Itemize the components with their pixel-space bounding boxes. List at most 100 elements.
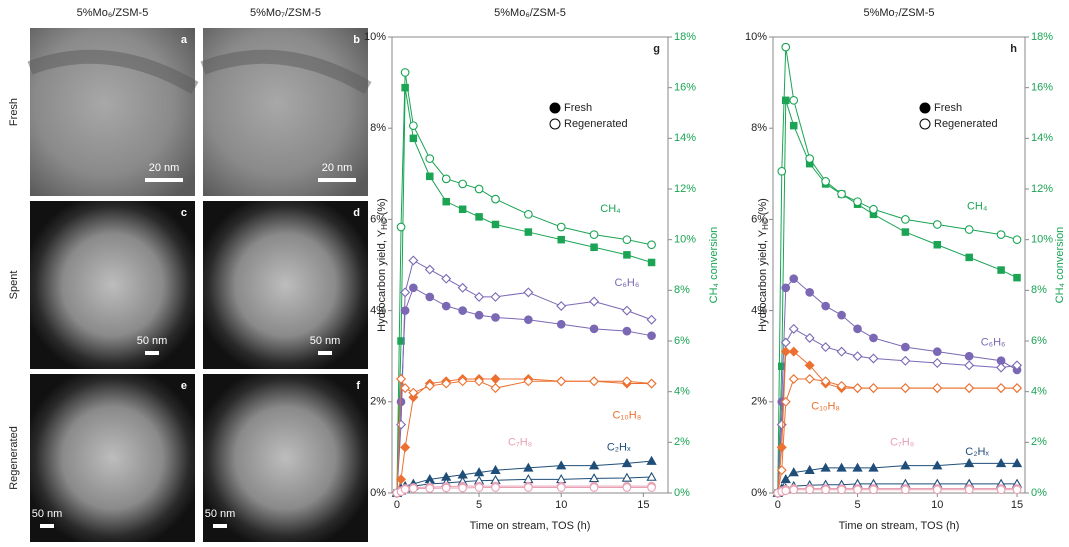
data-point: [869, 204, 878, 214]
data-point: [396, 397, 406, 407]
data-point: [556, 301, 567, 312]
data-point: [804, 464, 815, 474]
y2-tick-label: 0%: [1031, 487, 1047, 499]
series-label: C₂Hₓ: [965, 446, 989, 458]
y2-tick-label: 4%: [1031, 386, 1047, 398]
data-point: [932, 383, 943, 394]
data-point: [490, 464, 501, 474]
legend-marker: [549, 118, 561, 130]
x-tick-label: 15: [1011, 499, 1023, 511]
series-label: C₇H₈: [508, 437, 532, 449]
data-point: [820, 342, 831, 353]
data-point: [426, 172, 434, 181]
data-point: [836, 380, 847, 391]
y-tick-label: 6%: [751, 213, 767, 225]
data-point: [474, 376, 485, 387]
data-point: [475, 213, 483, 221]
micrograph: [203, 374, 368, 542]
data-point: [804, 374, 815, 384]
data-point: [788, 374, 799, 384]
y2-tick-label: 10%: [1031, 234, 1053, 246]
series-label: CH₄: [967, 201, 988, 213]
series-line: [396, 72, 652, 494]
data-point: [964, 360, 975, 371]
data-point: [900, 460, 911, 470]
data-point: [621, 458, 633, 468]
data-point: [408, 255, 419, 266]
scale-bar: [145, 178, 183, 182]
series-label: C₁₀H₈: [811, 400, 840, 412]
data-point: [777, 166, 787, 176]
data-point: [900, 383, 911, 394]
y-tick-label: 2%: [751, 396, 767, 408]
data-point: [457, 282, 468, 293]
panel-letter: f: [356, 380, 360, 392]
data-point: [789, 274, 799, 284]
y-label-sub: HC: [380, 218, 389, 230]
data-point: [474, 483, 484, 492]
y-label-sub: HC: [761, 218, 770, 230]
particle-edge: [27, 49, 199, 95]
scale-label: 20 nm: [149, 162, 180, 174]
data-point: [780, 474, 791, 484]
y2-tick-label: 12%: [1031, 183, 1053, 195]
row-label: Spent: [8, 271, 20, 300]
micrograph: [30, 201, 195, 369]
data-point: [556, 319, 566, 329]
data-point: [852, 383, 863, 394]
chart-title: 5%Mo₆/ZSM-5: [494, 7, 566, 19]
data-point: [589, 483, 599, 492]
series-label: CH₄: [600, 203, 621, 215]
data-point: [474, 310, 484, 320]
data-point: [524, 228, 533, 236]
y2-tick-label: 10%: [674, 234, 696, 246]
data-point: [588, 473, 600, 483]
scale-label: 50 nm: [137, 335, 168, 347]
data-point: [868, 462, 879, 472]
y-tick-label: 4%: [751, 305, 767, 317]
data-point: [853, 324, 862, 334]
y2-tick-label: 16%: [674, 82, 696, 94]
data-point: [901, 228, 910, 236]
data-point: [424, 380, 435, 391]
legend-marker: [549, 102, 561, 114]
series-line: [777, 277, 1018, 494]
data-point: [996, 362, 1007, 373]
data-point: [523, 462, 534, 472]
x-tick-label: 0: [775, 499, 781, 511]
data-point: [396, 222, 406, 232]
data-point: [409, 134, 418, 143]
y-axis-label: Hydrocarbon yield, YHC (%): [376, 198, 389, 332]
x-tick-label: 5: [854, 499, 860, 511]
data-point: [996, 230, 1006, 239]
data-point: [621, 472, 633, 482]
data-point: [589, 296, 600, 307]
data-point: [647, 258, 656, 267]
y-tick-label: 6%: [370, 213, 386, 225]
scale-bar: [145, 351, 159, 355]
x-tick-label: 0: [394, 499, 400, 511]
y2-tick-label: 0%: [674, 487, 690, 499]
data-point: [782, 96, 790, 105]
particle-edge: [200, 49, 372, 95]
scale-bar: [318, 351, 332, 355]
data-point: [400, 68, 410, 77]
data-point: [491, 313, 500, 322]
y-tick-label: 4%: [370, 305, 386, 317]
data-point: [901, 485, 910, 495]
scale-label: 50 nm: [310, 335, 341, 347]
data-point: [820, 462, 831, 472]
series-label: C₇H₈: [890, 437, 914, 449]
data-point: [490, 291, 501, 302]
data-point: [805, 154, 815, 163]
data-point: [868, 353, 879, 364]
data-point: [776, 442, 787, 453]
data-point: [788, 323, 799, 334]
data-point: [458, 205, 467, 214]
series-line: [777, 47, 1018, 494]
data-point: [556, 376, 567, 387]
micrograph: [203, 201, 368, 369]
legend-label: Fresh: [934, 102, 962, 114]
data-point: [869, 485, 878, 495]
data-point: [647, 483, 656, 492]
